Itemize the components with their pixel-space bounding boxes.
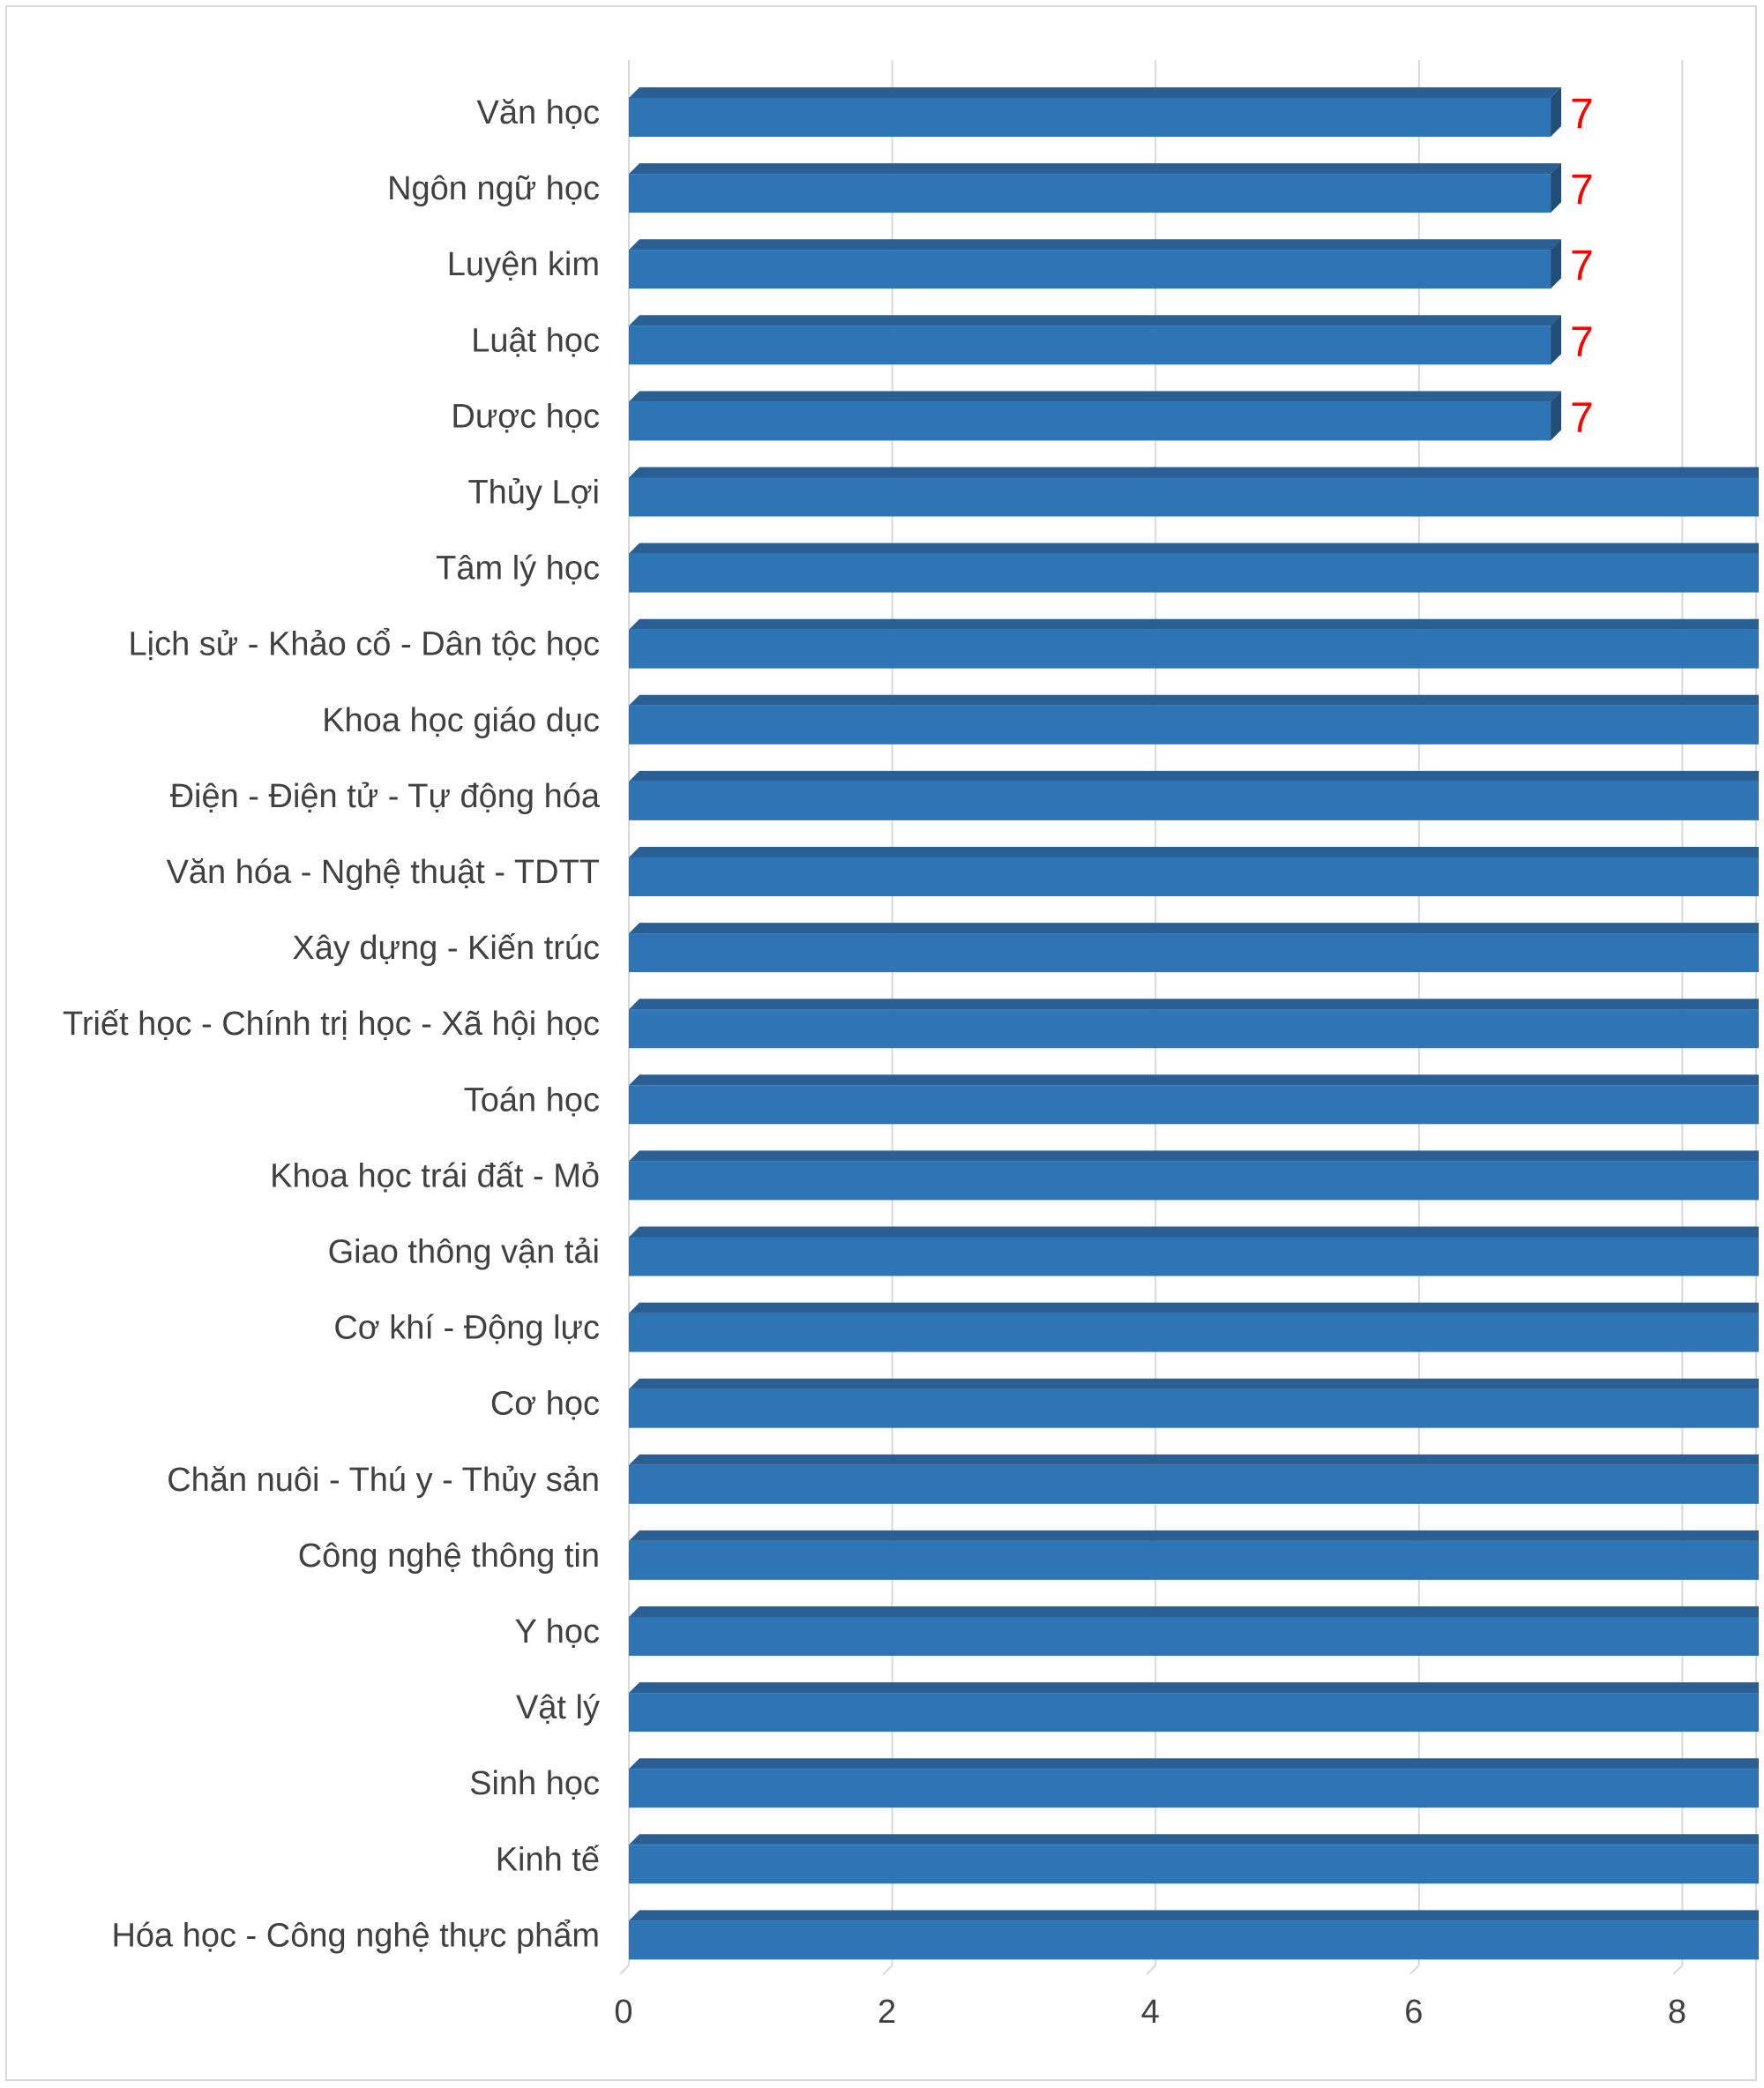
category-label: Khoa học trái đất - Mỏ bbox=[270, 1157, 600, 1194]
category-label: Lịch sử - Khảo cổ - Dân tộc học bbox=[129, 626, 600, 663]
bar bbox=[629, 1530, 1759, 1580]
data-labels: 7777799999101111111111111111121515151515 bbox=[1570, 91, 1594, 441]
data-label: 7 bbox=[1570, 91, 1594, 138]
bar bbox=[629, 1150, 1759, 1201]
chart-frame: Văn học Ngôn ngữ học Luyện kim Luật học Dược… bbox=[5, 5, 1759, 2081]
bar bbox=[629, 1758, 1759, 1808]
bars bbox=[629, 87, 1759, 1960]
category-label: Luyện kim bbox=[447, 246, 600, 283]
gridline-base bbox=[1672, 1965, 1684, 1975]
gridline-base bbox=[1146, 1965, 1156, 1975]
category-label: Chăn nuôi - Thú y - Thủy sản bbox=[167, 1462, 600, 1499]
bar bbox=[629, 1454, 1759, 1504]
category-label: Khoa học giáo dục bbox=[322, 702, 600, 739]
category-label: Thủy Lợi bbox=[467, 475, 600, 512]
category-label: Kinh tế bbox=[496, 1841, 600, 1878]
bar bbox=[629, 999, 1759, 1049]
x-axis-ticks: 0246810121416 bbox=[614, 1994, 1686, 2031]
bar bbox=[629, 1378, 1759, 1428]
bar bbox=[629, 1606, 1759, 1656]
category-label: Giao thông vận tải bbox=[328, 1234, 600, 1271]
gridline-base bbox=[1409, 1965, 1420, 1975]
x-tick-label: 2 bbox=[878, 1994, 896, 2031]
bar bbox=[629, 315, 1562, 365]
category-label: Cơ học bbox=[490, 1386, 600, 1423]
category-label: Sinh học bbox=[469, 1765, 600, 1802]
bar bbox=[629, 847, 1759, 896]
bar bbox=[629, 1226, 1759, 1276]
category-label: Điện - Điện tử - Tự động hóa bbox=[170, 778, 601, 815]
x-tick-label: 4 bbox=[1141, 1994, 1160, 2031]
bar bbox=[629, 770, 1759, 820]
bar bbox=[629, 1834, 1759, 1884]
bar bbox=[629, 1910, 1759, 1960]
category-label: Dược học bbox=[451, 398, 600, 435]
bar-chart: Văn học Ngôn ngữ học Luyện kim Luật học Dược… bbox=[63, 60, 1759, 2031]
x-tick-label: 0 bbox=[614, 1994, 632, 2031]
x-tick-label: 8 bbox=[1668, 1994, 1686, 2031]
data-label: 7 bbox=[1570, 394, 1594, 441]
category-label: Ngôn ngữ học bbox=[387, 170, 600, 207]
gridline-base bbox=[882, 1965, 893, 1975]
category-label: Vật lý bbox=[516, 1689, 600, 1726]
bar bbox=[629, 467, 1759, 517]
data-label: 7 bbox=[1570, 318, 1594, 365]
category-label: Cơ khí - Động lực bbox=[333, 1310, 600, 1347]
bar bbox=[629, 923, 1759, 973]
bar bbox=[629, 543, 1759, 593]
category-label: Tâm lý học bbox=[436, 550, 600, 587]
category-label: Công nghệ thông tin bbox=[298, 1538, 600, 1575]
bar bbox=[629, 1074, 1759, 1125]
category-labels: Văn học Ngôn ngữ học Luyện kim Luật học Dược… bbox=[63, 94, 601, 1954]
bar bbox=[629, 618, 1759, 669]
bar bbox=[629, 1302, 1759, 1352]
x-tick-label: 6 bbox=[1404, 1994, 1423, 2031]
data-label: 7 bbox=[1570, 167, 1594, 213]
bar bbox=[629, 163, 1562, 213]
bar bbox=[629, 239, 1562, 289]
category-label: Hóa học - Công nghệ thực phẩm bbox=[111, 1917, 600, 1954]
data-label: 7 bbox=[1570, 243, 1594, 289]
category-label: Xây dựng - Kiến trúc bbox=[292, 930, 600, 967]
gridline-base bbox=[619, 1965, 630, 1975]
bar bbox=[629, 694, 1759, 745]
bar bbox=[629, 391, 1562, 441]
category-label: Y học bbox=[515, 1613, 600, 1650]
category-label: Triết học - Chính trị học - Xã hội học bbox=[63, 1006, 600, 1043]
category-label: Văn học bbox=[477, 94, 600, 131]
bar bbox=[629, 87, 1562, 137]
category-label: Toán học bbox=[464, 1081, 600, 1119]
category-label: Luật học bbox=[471, 322, 600, 359]
category-label: Văn hóa - Nghệ thuật - TDTT bbox=[167, 854, 600, 891]
bar bbox=[629, 1682, 1759, 1733]
